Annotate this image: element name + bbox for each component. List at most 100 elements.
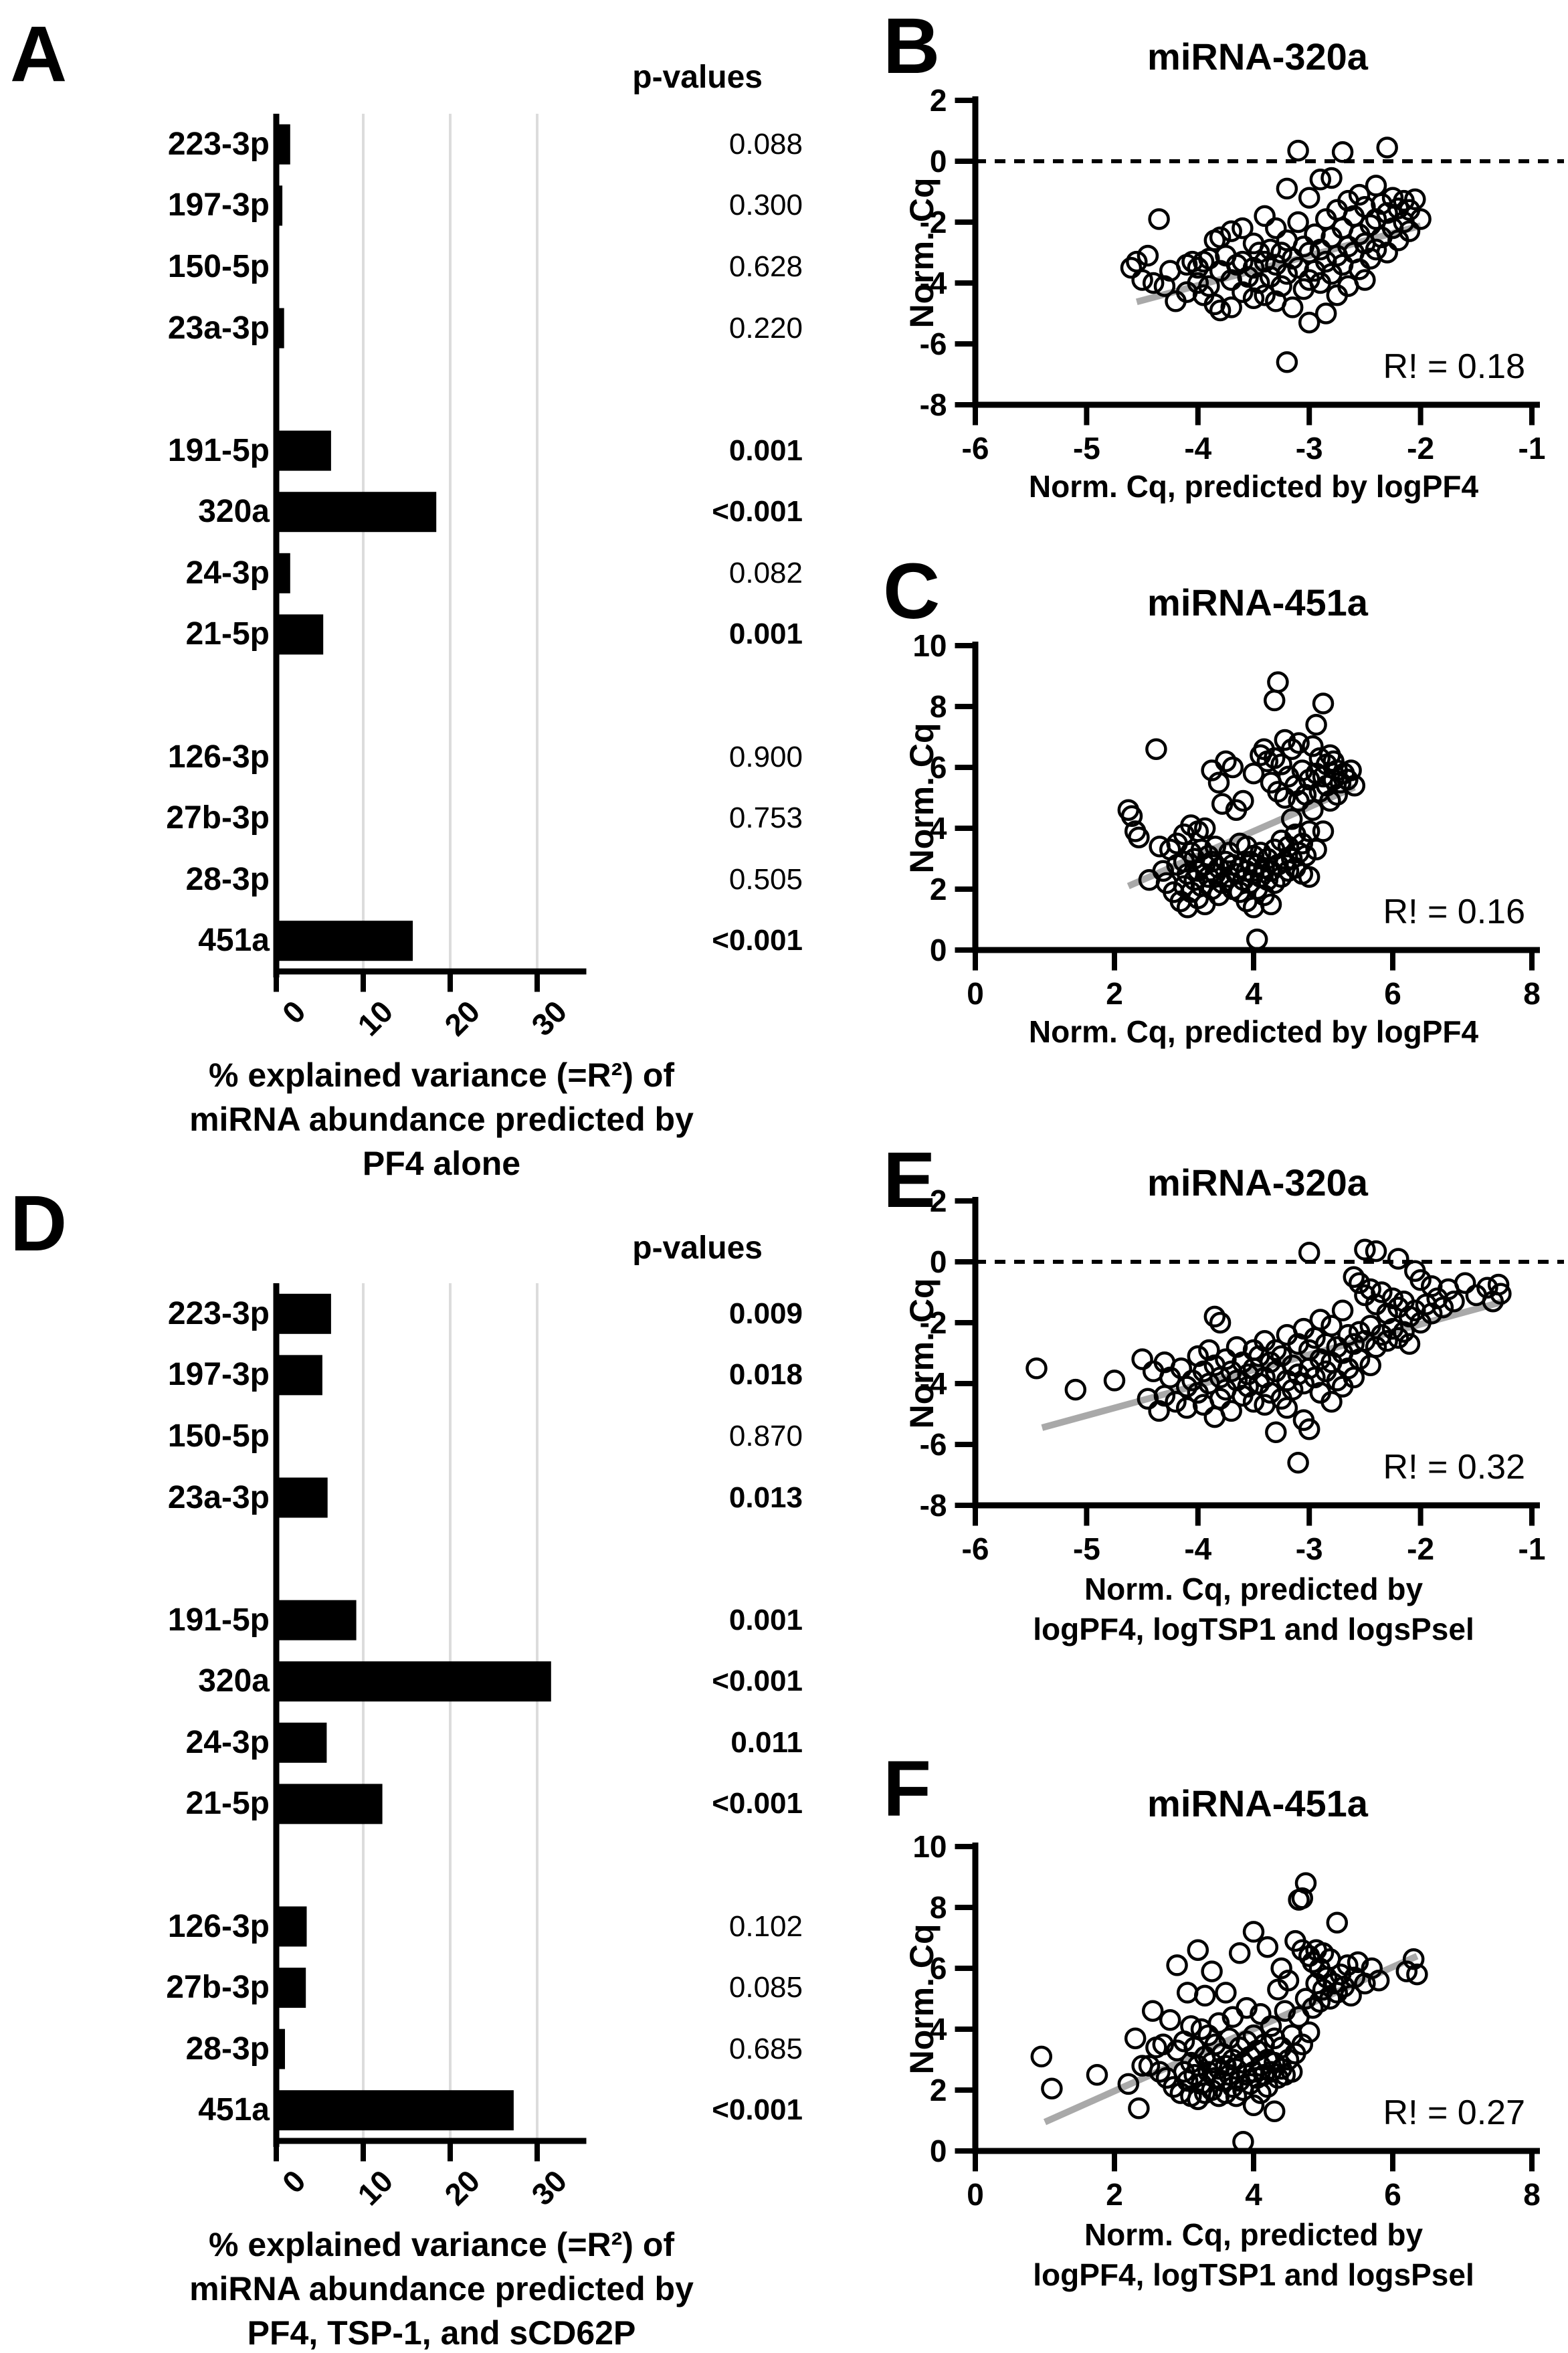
data-point: [1359, 214, 1381, 236]
data-point: [1265, 217, 1287, 240]
data-point: [1220, 220, 1242, 242]
r-squared-label-e: R! = 0.32: [1383, 1448, 1525, 1487]
data-point: [1236, 1996, 1258, 2019]
data-point: [1406, 1963, 1428, 1986]
x-axis-title-a-line2: miRNA abundance predicted by: [189, 1101, 694, 1138]
y-tick-label-2: 2: [929, 2073, 947, 2107]
x-tick: [1390, 953, 1395, 971]
category-label-197-3p: 197-3p: [167, 1357, 270, 1393]
category-label-24-3p: 24-3p: [185, 555, 270, 591]
y-tick: [955, 219, 973, 225]
data-point: [1319, 1988, 1341, 2010]
data-point: [1291, 2033, 1314, 2056]
y-axis-line: [273, 1283, 280, 2147]
y-tick: [955, 341, 973, 347]
data-point: [1280, 738, 1303, 760]
data-point: [1291, 1887, 1314, 1909]
x-tick: [361, 974, 366, 992]
bar-21-5p: [276, 614, 324, 655]
data-point: [1165, 1391, 1187, 1413]
data-point: [1305, 838, 1327, 861]
x-tick: [534, 974, 540, 992]
bar-320a: [276, 492, 437, 533]
chart-title-e: miRNA-320a: [1147, 1161, 1368, 1204]
y-axis-line: [972, 96, 979, 408]
x-axis-title-d-line3: PF4, TSP-1, and sCD62P: [247, 2314, 636, 2352]
y-tick-label--8: -8: [919, 1488, 947, 1523]
data-point: [1365, 175, 1387, 197]
data-point: [1343, 775, 1366, 797]
category-label-27b-3p: 27b-3p: [166, 1970, 270, 2006]
x-tick: [973, 1508, 978, 1526]
data-point: [1409, 1269, 1432, 1291]
bar-191-5p: [276, 430, 331, 471]
data-point: [1367, 1969, 1390, 1992]
data-point: [1201, 1960, 1223, 1982]
r-squared-label-c: R! = 0.16: [1383, 892, 1525, 931]
category-label-126-3p: 126-3p: [167, 739, 270, 775]
y-tick: [955, 2027, 973, 2032]
category-label-223-3p: 223-3p: [167, 126, 270, 162]
data-point: [1225, 2085, 1248, 2107]
category-label-150-5p: 150-5p: [167, 248, 270, 284]
y-tick: [955, 947, 973, 953]
gridline: [362, 1283, 365, 2141]
data-point: [1246, 928, 1268, 951]
x-tick-label-8: 8: [1523, 2176, 1541, 2212]
data-point: [1280, 848, 1303, 870]
category-label-451a: 451a: [198, 2092, 270, 2128]
data-point: [1270, 829, 1292, 852]
y-tick-label-8: 8: [929, 1890, 947, 1925]
x-tick: [1195, 1508, 1201, 1526]
x-tick-label-4: 4: [1245, 2176, 1262, 2212]
x-axis-line: [972, 947, 1540, 953]
y-tick: [955, 1905, 973, 1910]
y-tick-label-0: 0: [929, 933, 947, 967]
data-point: [1487, 1273, 1510, 1296]
y-tick-label-2: 2: [929, 1184, 947, 1218]
data-point: [1103, 1370, 1126, 1392]
bar-320a: [276, 1661, 551, 1702]
bar-191-5p: [276, 1600, 357, 1640]
gridline: [536, 1283, 538, 2141]
data-point: [1343, 1266, 1365, 1289]
bar-24-3p: [276, 1722, 327, 1763]
x-tick: [973, 407, 978, 426]
data-point: [1291, 832, 1314, 855]
y-tick: [955, 2087, 973, 2093]
data-point: [1398, 220, 1421, 242]
data-point: [1365, 1240, 1387, 1262]
data-point: [1220, 296, 1242, 318]
y-tick: [955, 159, 973, 164]
x-axis-line: [273, 968, 587, 975]
y-tick-label-4: 4: [929, 811, 947, 846]
chart-title-b: miRNA-320a: [1147, 35, 1368, 78]
x-tick-label--6: -6: [961, 1531, 989, 1566]
data-point: [1287, 211, 1309, 233]
data-point: [1277, 836, 1300, 858]
y-tick: [955, 1381, 973, 1386]
y-tick: [955, 1503, 973, 1508]
category-label-320a: 320a: [198, 494, 270, 530]
data-point: [1312, 1942, 1335, 1964]
p-value-223-3p: 0.009: [728, 1297, 803, 1330]
data-point: [1443, 1290, 1465, 1313]
y-axis-line: [972, 1843, 979, 2154]
data-point: [1398, 1305, 1421, 1328]
y-tick-label--4: -4: [919, 1366, 947, 1401]
p-value-24-3p: 0.082: [728, 556, 803, 589]
data-point: [1232, 217, 1254, 240]
data-point: [1320, 1391, 1343, 1413]
x-axis-label-e-line2: logPF4, logTSP1 and logsPsel: [1033, 1612, 1474, 1646]
y-tick-label--2: -2: [919, 1305, 947, 1340]
category-label-27b-3p: 27b-3p: [166, 800, 270, 836]
x-tick-label--6: -6: [961, 430, 989, 466]
y-tick: [955, 886, 973, 892]
data-point: [1260, 893, 1282, 916]
data-point: [1312, 820, 1335, 842]
x-tick: [1084, 407, 1090, 426]
x-tick: [448, 2144, 453, 2162]
p-value-126-3p: 0.102: [728, 1909, 803, 1943]
data-point: [1308, 1990, 1331, 2013]
data-point: [1131, 269, 1153, 291]
